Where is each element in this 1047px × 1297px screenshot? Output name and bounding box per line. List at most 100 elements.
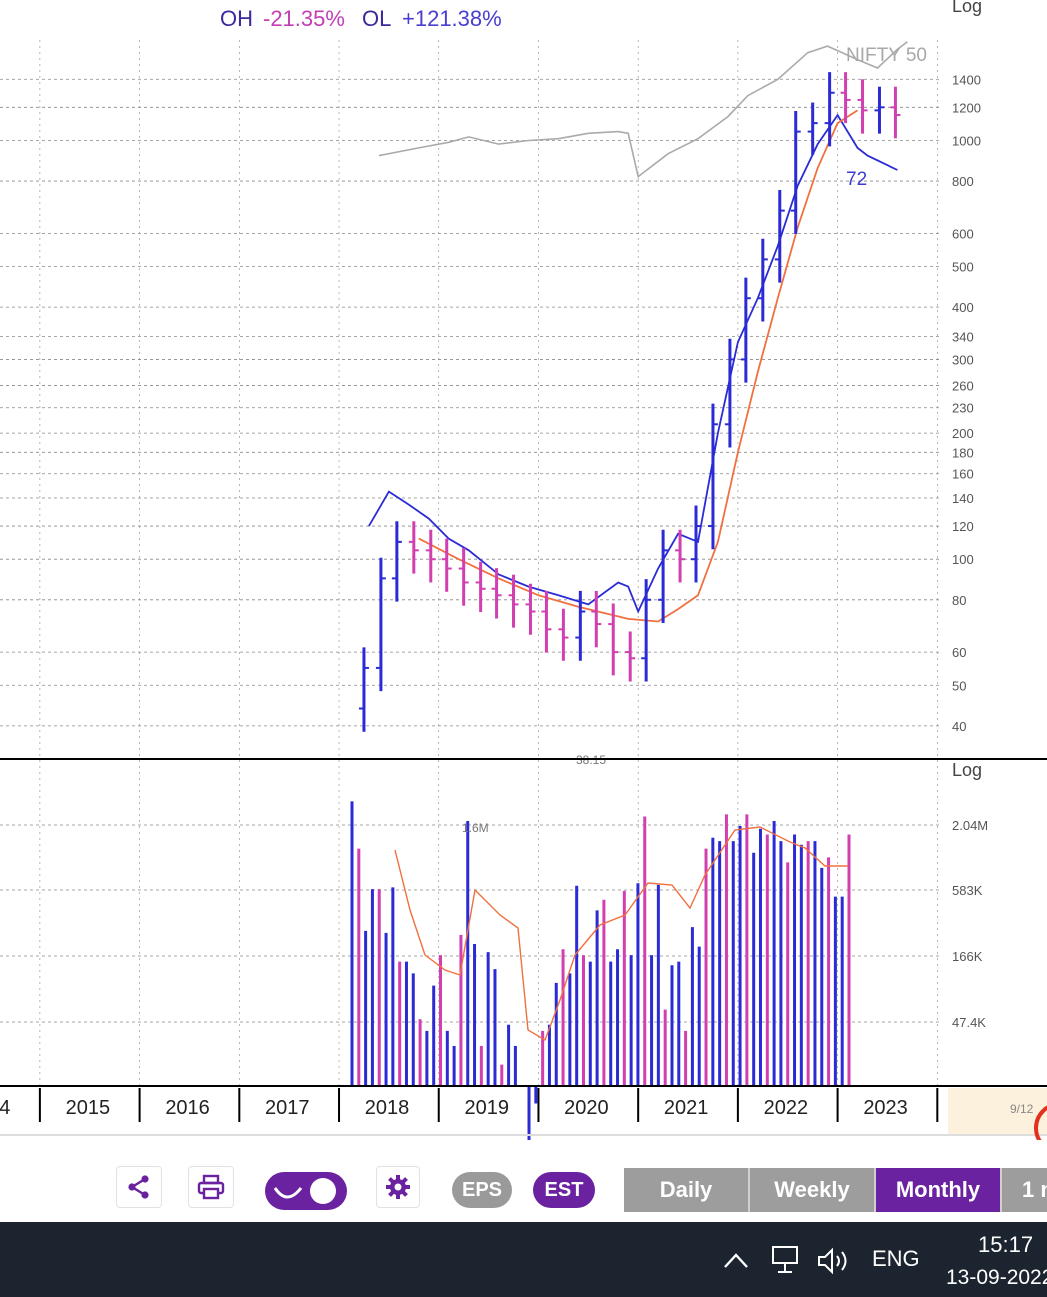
price-tick-label: 1200 (952, 100, 981, 115)
volume-moving-average (394, 826, 848, 1042)
year-tick-label: 2021 (664, 1097, 709, 1119)
est-button[interactable]: EST (533, 1172, 595, 1208)
year-tick-label: 2022 (764, 1097, 809, 1119)
chevron-up-icon[interactable] (722, 1250, 750, 1270)
price-candle (558, 608, 569, 661)
volume-tick-label: 583K (952, 883, 983, 898)
share-button[interactable] (116, 1166, 162, 1208)
price-candle (740, 277, 751, 383)
price-candle (707, 403, 718, 550)
price-tick-label: 300 (952, 352, 974, 367)
price-tick-label: 50 (952, 678, 966, 693)
price-tick-label: 180 (952, 445, 974, 460)
price-tick-label: 40 (952, 719, 966, 734)
printer-icon (197, 1174, 225, 1200)
price-candle (774, 189, 785, 283)
price-candle (874, 86, 885, 134)
header-ol-label: OL (362, 6, 391, 31)
price-tick-label: 160 (952, 467, 974, 482)
year-tick-label: 2020 (564, 1097, 609, 1119)
price-candle (675, 529, 686, 583)
header-oh-value: -21.35% (263, 6, 345, 31)
price-candle (375, 557, 386, 692)
price-candle (807, 102, 818, 155)
price-candle (458, 547, 469, 606)
print-button[interactable] (188, 1166, 234, 1208)
price-tick-label: 120 (952, 519, 974, 534)
price-candle (840, 72, 851, 124)
price-candle (691, 505, 702, 583)
volume-bars (350, 801, 851, 1140)
header-oh-label: OH (220, 6, 253, 31)
price-tick-label: 400 (952, 300, 974, 315)
rs-rating-label: 72 (846, 169, 867, 190)
stock-chart[interactable]: OH -21.35% OL +121.38% Log 40 50 60 80 100 12… (0, 0, 1047, 1140)
year-tick-label: 2023 (863, 1097, 908, 1119)
volume-tick-label: 166K (952, 949, 983, 964)
eps-button[interactable]: EPS (452, 1172, 512, 1208)
price-candle (608, 603, 619, 676)
network-icon[interactable] (770, 1244, 804, 1276)
price-tick-label: 600 (952, 226, 974, 241)
gear-icon (386, 1175, 410, 1199)
price-candle (425, 529, 436, 583)
series-line-rs-line (368, 113, 898, 614)
year-tick-label: 2018 (365, 1097, 410, 1119)
price-candle (441, 538, 452, 592)
price-tick-label: 340 (952, 330, 974, 345)
price-candle (658, 529, 669, 624)
volume-gridlines (0, 824, 940, 1023)
price-candle (541, 590, 552, 653)
year-tick-label: 2019 (464, 1097, 509, 1119)
price-candle (491, 568, 502, 619)
volume-tick-label: 47.4K (952, 1015, 986, 1030)
price-axis-ticks: 40 50 60 80 100 120 140 160 180 200 230 260 300 340 40… (952, 72, 981, 734)
price-tick-label: 200 (952, 426, 974, 441)
price-scale-label: Log (952, 0, 982, 16)
volume-peak-label: 1.6M (462, 821, 489, 835)
price-candle (641, 579, 652, 682)
price-candle (625, 631, 636, 682)
year-tick-label: 2017 (265, 1097, 310, 1119)
price-tick-label: 1400 (952, 72, 981, 87)
settings-button[interactable] (376, 1166, 420, 1208)
windows-taskbar: ENG 15:17 13-09-2022 (0, 1222, 1047, 1297)
price-candle (525, 583, 536, 635)
wave-toggle-icon (273, 1178, 336, 1204)
year-tick-label: 2015 (66, 1097, 111, 1119)
share-icon (128, 1175, 149, 1199)
clock-time[interactable]: 15:17 (978, 1232, 1034, 1257)
price-candle (724, 338, 735, 448)
year-tick-label: 2016 (165, 1097, 210, 1119)
speaker-icon[interactable] (816, 1246, 854, 1276)
indicator-toggle[interactable] (265, 1172, 347, 1210)
price-candle (508, 574, 519, 628)
header-ol-value: +121.38% (402, 6, 502, 31)
price-gridlines (0, 40, 940, 1086)
language-indicator[interactable]: ENG (872, 1246, 920, 1271)
price-tick-label: 80 (952, 593, 966, 608)
period-monthly[interactable]: Monthly (876, 1168, 1002, 1212)
price-candle (591, 590, 602, 648)
period-weekly[interactable]: Weekly (750, 1168, 876, 1212)
period-daily[interactable]: Daily (624, 1168, 750, 1212)
chart-toolbar: EPS EST Daily Weekly Monthly 1 m (0, 1140, 1047, 1222)
price-tick-label: 100 (952, 552, 974, 567)
price-tick-label: 140 (952, 491, 974, 506)
price-candle (391, 521, 402, 602)
volume-axis-ticks: 47.4K 166K 583K 2.04M (952, 818, 988, 1030)
price-candle (824, 72, 835, 147)
floating-action-circle[interactable] (1034, 1104, 1047, 1140)
price-candle (857, 79, 868, 134)
period-1m[interactable]: 1 m (1002, 1168, 1047, 1212)
price-tick-label: 260 (952, 378, 974, 393)
volume-scale-label: Log (952, 760, 982, 780)
clock-date[interactable]: 13-09-2022 (946, 1266, 1047, 1289)
period-selector: Daily Weekly Monthly 1 m (624, 1168, 1047, 1212)
price-candle (358, 647, 369, 732)
date-label: 9/12 (1010, 1102, 1034, 1116)
price-tick-label: 60 (952, 645, 966, 660)
price-candle (890, 86, 901, 139)
